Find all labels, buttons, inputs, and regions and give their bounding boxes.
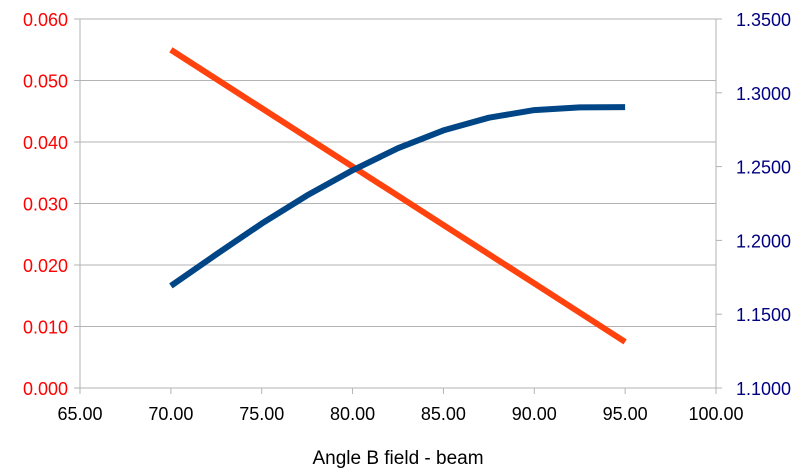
x-tick-label: 65.00 — [57, 404, 102, 424]
y-right-tick-label: 1.3000 — [736, 84, 791, 104]
y-left-tick-label: 0.060 — [23, 10, 68, 30]
x-tick-label: 75.00 — [239, 404, 284, 424]
y-left-tick-label: 0.000 — [23, 379, 68, 399]
y-left-tick-label: 0.020 — [23, 256, 68, 276]
series-line-2 — [169, 104, 626, 289]
y-left-tick-label: 0.030 — [23, 195, 68, 215]
y-right-tick-label: 1.2500 — [736, 158, 791, 178]
x-axis-title: Angle B field - beam — [312, 448, 483, 469]
x-tick-label: 70.00 — [148, 404, 193, 424]
axes — [74, 18, 722, 394]
x-tick-label: 90.00 — [512, 404, 557, 424]
tick-labels: 0.000 0.010 0.020 0.030 0.040 0.050 0.060 1.100… — [23, 10, 791, 424]
x-tick-label: 85.00 — [421, 404, 466, 424]
y-left-tick-label: 0.050 — [23, 72, 68, 92]
y-left-tick-label: 0.040 — [23, 133, 68, 153]
y-left-tick-label: 0.010 — [23, 318, 68, 338]
series-line-1 — [169, 47, 627, 345]
y-right-tick-label: 1.2000 — [736, 231, 791, 251]
x-tick-label: 100.00 — [688, 404, 743, 424]
x-tick-label: 80.00 — [330, 404, 375, 424]
y-right-tick-label: 1.3500 — [736, 10, 791, 30]
y-right-tick-label: 1.1500 — [736, 305, 791, 325]
x-tick-label: 95.00 — [603, 404, 648, 424]
grid-lines — [80, 18, 716, 327]
y-right-tick-label: 1.1000 — [736, 379, 791, 399]
series-lines — [169, 47, 627, 345]
